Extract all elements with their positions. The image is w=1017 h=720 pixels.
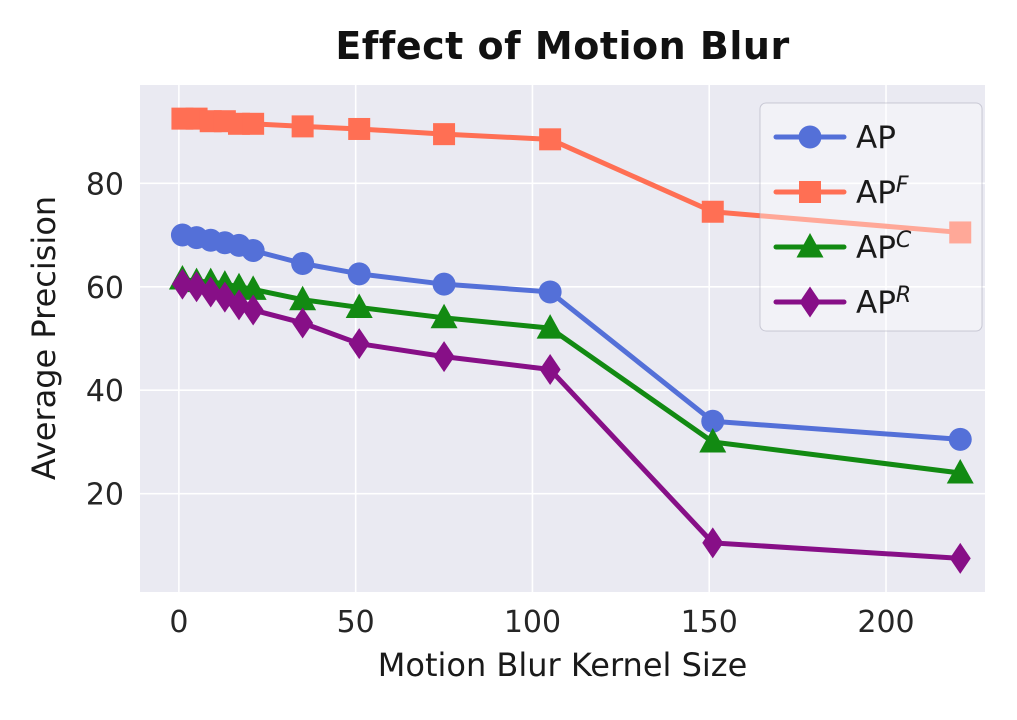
square-marker	[291, 115, 314, 138]
square-marker	[348, 117, 371, 140]
diamond-marker	[292, 307, 314, 339]
circle-marker	[948, 427, 972, 451]
legend-diamond-marker	[799, 286, 821, 318]
circle-marker	[701, 409, 725, 433]
square-marker	[242, 112, 265, 135]
y-tick-label: 40	[86, 374, 124, 409]
legend-square-marker	[799, 181, 821, 203]
diamond-marker	[200, 276, 222, 308]
legend-box	[759, 102, 983, 332]
circle-marker	[241, 239, 265, 263]
square-marker	[433, 123, 456, 146]
x-tick-label: 100	[504, 605, 561, 640]
y-tick-label: 20	[86, 478, 124, 513]
chart-title: Effect of Motion Blur	[335, 24, 790, 68]
circle-marker	[538, 280, 562, 304]
legend-label-AP-C: APC	[856, 228, 912, 266]
legend-triangle-marker	[796, 233, 824, 258]
square-marker	[949, 221, 972, 244]
legend-label-AP: AP	[856, 120, 896, 156]
x-tick-label: 200	[857, 605, 914, 640]
x-tick-label: 150	[681, 605, 738, 640]
diamond-marker	[171, 268, 193, 300]
x-tick-label: 50	[337, 605, 375, 640]
diamond-marker	[539, 354, 561, 386]
legend-label-AP-R: APR	[856, 283, 911, 321]
x-axis-label: Motion Blur Kernel Size	[377, 646, 748, 684]
square-marker	[539, 128, 562, 151]
triangle-marker	[289, 285, 317, 311]
triangle-marker	[345, 293, 373, 318]
y-axis-label: Average Precision	[25, 195, 63, 481]
series-AP-R	[171, 268, 971, 574]
diamond-marker	[348, 328, 370, 360]
series-AP	[170, 223, 972, 451]
triangle-marker	[699, 427, 727, 453]
legend: AP APF APC APR	[759, 102, 983, 332]
x-tick-label: 0	[169, 605, 188, 640]
triangle-marker	[946, 459, 974, 484]
diamond-marker	[186, 271, 208, 303]
triangle-marker	[239, 275, 267, 300]
series-AP-F	[171, 107, 972, 244]
circle-marker	[347, 262, 371, 286]
circle-marker	[291, 251, 315, 275]
y-tick-label: 60	[86, 271, 124, 306]
legend-circle-marker	[798, 125, 822, 149]
diamond-marker	[228, 289, 250, 321]
diamond-marker	[242, 294, 264, 326]
diamond-marker	[433, 341, 455, 373]
diamond-marker	[949, 542, 971, 574]
y-tick-label: 80	[86, 167, 124, 202]
triangle-marker	[536, 314, 564, 339]
square-marker	[701, 200, 724, 223]
triangle-marker	[430, 303, 458, 329]
diamond-marker	[702, 527, 724, 559]
legend-label-AP-F: APF	[856, 173, 909, 211]
circle-marker	[432, 272, 456, 296]
